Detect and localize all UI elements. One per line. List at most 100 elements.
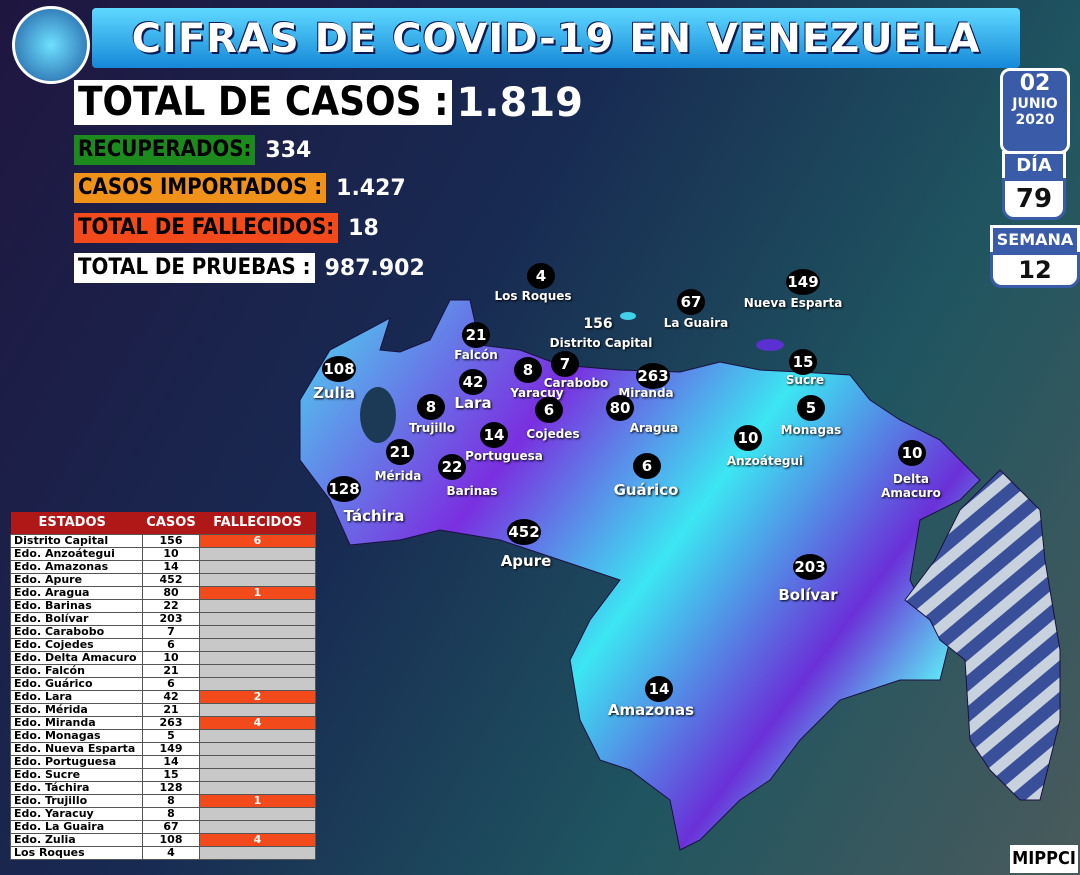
table-cell: Edo. Guárico — [10, 676, 143, 691]
stat-label: TOTAL DE PRUEBAS : — [74, 253, 315, 283]
table-cell: 7 — [142, 624, 200, 639]
table-cell: Edo. Anzoátegui — [10, 546, 143, 561]
table-cell: 156 — [142, 533, 200, 548]
table-cell: 452 — [142, 572, 200, 587]
table-row: Edo. Cojedes 6 — [10, 637, 316, 652]
table-row: Edo. Sucre 15 — [10, 767, 316, 782]
state-name: Amazonas — [607, 701, 695, 719]
table-cell: 1 — [199, 585, 316, 600]
header-cell: FALLECIDOS — [213, 514, 302, 530]
table-cell — [199, 819, 316, 834]
state-name: Bolívar — [778, 586, 838, 604]
table-row: Edo. Monagas 5 — [10, 728, 316, 743]
table-cell: 80 — [142, 585, 200, 600]
table-cell: 21 — [142, 663, 200, 678]
table-cell: Edo. Bolívar — [10, 611, 143, 626]
state-name: Apure — [500, 552, 552, 570]
stat-label: RECUPERADOS: — [74, 135, 256, 165]
table-row: Distrito Capital 156 6 — [10, 533, 316, 548]
table-row: Edo. Miranda 263 4 — [10, 715, 316, 730]
stat-row: TOTAL DE PRUEBAS : 987.902 — [74, 253, 425, 283]
state-name: Zulia — [313, 384, 355, 402]
table-row: Edo. La Guaira 67 — [10, 819, 316, 834]
state-name: Yaracuy — [510, 386, 564, 400]
state-name: Delta Amacuro — [881, 472, 941, 500]
table-row: Edo. Amazonas 14 — [10, 559, 316, 574]
state-name: Cojedes — [526, 427, 580, 441]
table-cell: Edo. Zulia — [10, 832, 143, 847]
table-cell: 15 — [142, 767, 200, 782]
state-count: 42 — [459, 369, 487, 395]
header-cell: CASOS — [146, 514, 196, 530]
table-cell: Edo. Sucre — [10, 767, 143, 782]
table-cell: 4 — [199, 715, 316, 730]
table-cell — [199, 559, 316, 574]
table-row: Edo. Lara 42 2 — [10, 689, 316, 704]
stat-label: CASOS IMPORTADOS : — [74, 173, 327, 203]
table-cell: 128 — [142, 780, 200, 795]
table-row: Edo. Nueva Esparta 149 — [10, 741, 316, 756]
stat-value: 334 — [265, 137, 312, 163]
dia-label: DÍA — [1002, 151, 1066, 181]
table-cell: Edo. Yaracuy — [10, 806, 143, 821]
table-cell — [199, 780, 316, 795]
state-name: Mérida — [374, 469, 422, 483]
table-row: Edo. Zulia 108 4 — [10, 832, 316, 847]
table-header: ESTADOS CASOS FALLECIDOS — [10, 512, 316, 534]
state-count: 452 — [507, 519, 541, 545]
year: 2020 — [1015, 112, 1055, 128]
table-row: Edo. Guárico 6 — [10, 676, 316, 691]
table-row: Edo. Bolívar 203 — [10, 611, 316, 626]
stat-row: TOTAL DE FALLECIDOS: 18 — [74, 213, 379, 243]
table-row: Edo. Carabobo 7 — [10, 624, 316, 639]
state-name: Trujillo — [408, 421, 456, 435]
semana-label: SEMANA — [990, 225, 1080, 255]
state-count: 7 — [551, 351, 579, 377]
stat-value: 1.427 — [336, 175, 406, 201]
table-cell: 6 — [142, 676, 200, 691]
state-name: La Guaira — [663, 316, 729, 330]
day: 02 — [1019, 71, 1051, 96]
table-cell — [199, 598, 316, 613]
table-cell: 1 — [199, 793, 316, 808]
table-cell: Edo. Cojedes — [10, 637, 143, 652]
state-name: Lara — [454, 394, 492, 412]
table-cell — [199, 611, 316, 626]
table-cell — [199, 806, 316, 821]
table-cell: 108 — [142, 832, 200, 847]
table-cell: Edo. Delta Amacuro — [10, 650, 143, 665]
state-count: 8 — [417, 394, 445, 420]
state-count: 15 — [789, 349, 817, 375]
stat-value: 1.819 — [456, 79, 583, 126]
state-name: Falcón — [454, 348, 498, 362]
table-row: Edo. Apure 452 — [10, 572, 316, 587]
state-count: 4 — [527, 263, 555, 289]
state-count: 108 — [322, 356, 356, 382]
table-cell: Edo. Portuguesa — [10, 754, 143, 769]
table-cell: Edo. Nueva Esparta — [10, 741, 143, 756]
state-count: 8 — [514, 357, 542, 383]
dia-value: 79 — [1002, 178, 1066, 220]
state-name: Miranda — [618, 386, 674, 400]
table-row: Los Roques 4 — [10, 845, 316, 860]
stat-label: TOTAL DE FALLECIDOS: — [74, 213, 339, 243]
table-cell: Edo. Monagas — [10, 728, 143, 743]
state-name: Portuguesa — [465, 449, 543, 463]
table-cell — [199, 572, 316, 587]
island — [756, 339, 784, 351]
state-name: Los Roques — [494, 289, 572, 303]
state-name: Distrito Capital — [549, 336, 653, 350]
table-row: Edo. Anzoátegui 10 — [10, 546, 316, 561]
table-cell: Distrito Capital — [10, 533, 143, 548]
table-cell: 4 — [199, 832, 316, 847]
state-count: 149 — [786, 269, 820, 295]
state-name: Sucre — [785, 373, 825, 387]
table-cell — [199, 663, 316, 678]
table-cell: 10 — [142, 546, 200, 561]
guayana-esequiba — [904, 469, 1061, 801]
table-cell — [199, 676, 316, 691]
state-count: 14 — [480, 422, 508, 448]
table-cell: Edo. Miranda — [10, 715, 143, 730]
title: CIFRAS DE COVID-19 EN VENEZUELA — [92, 8, 1020, 68]
